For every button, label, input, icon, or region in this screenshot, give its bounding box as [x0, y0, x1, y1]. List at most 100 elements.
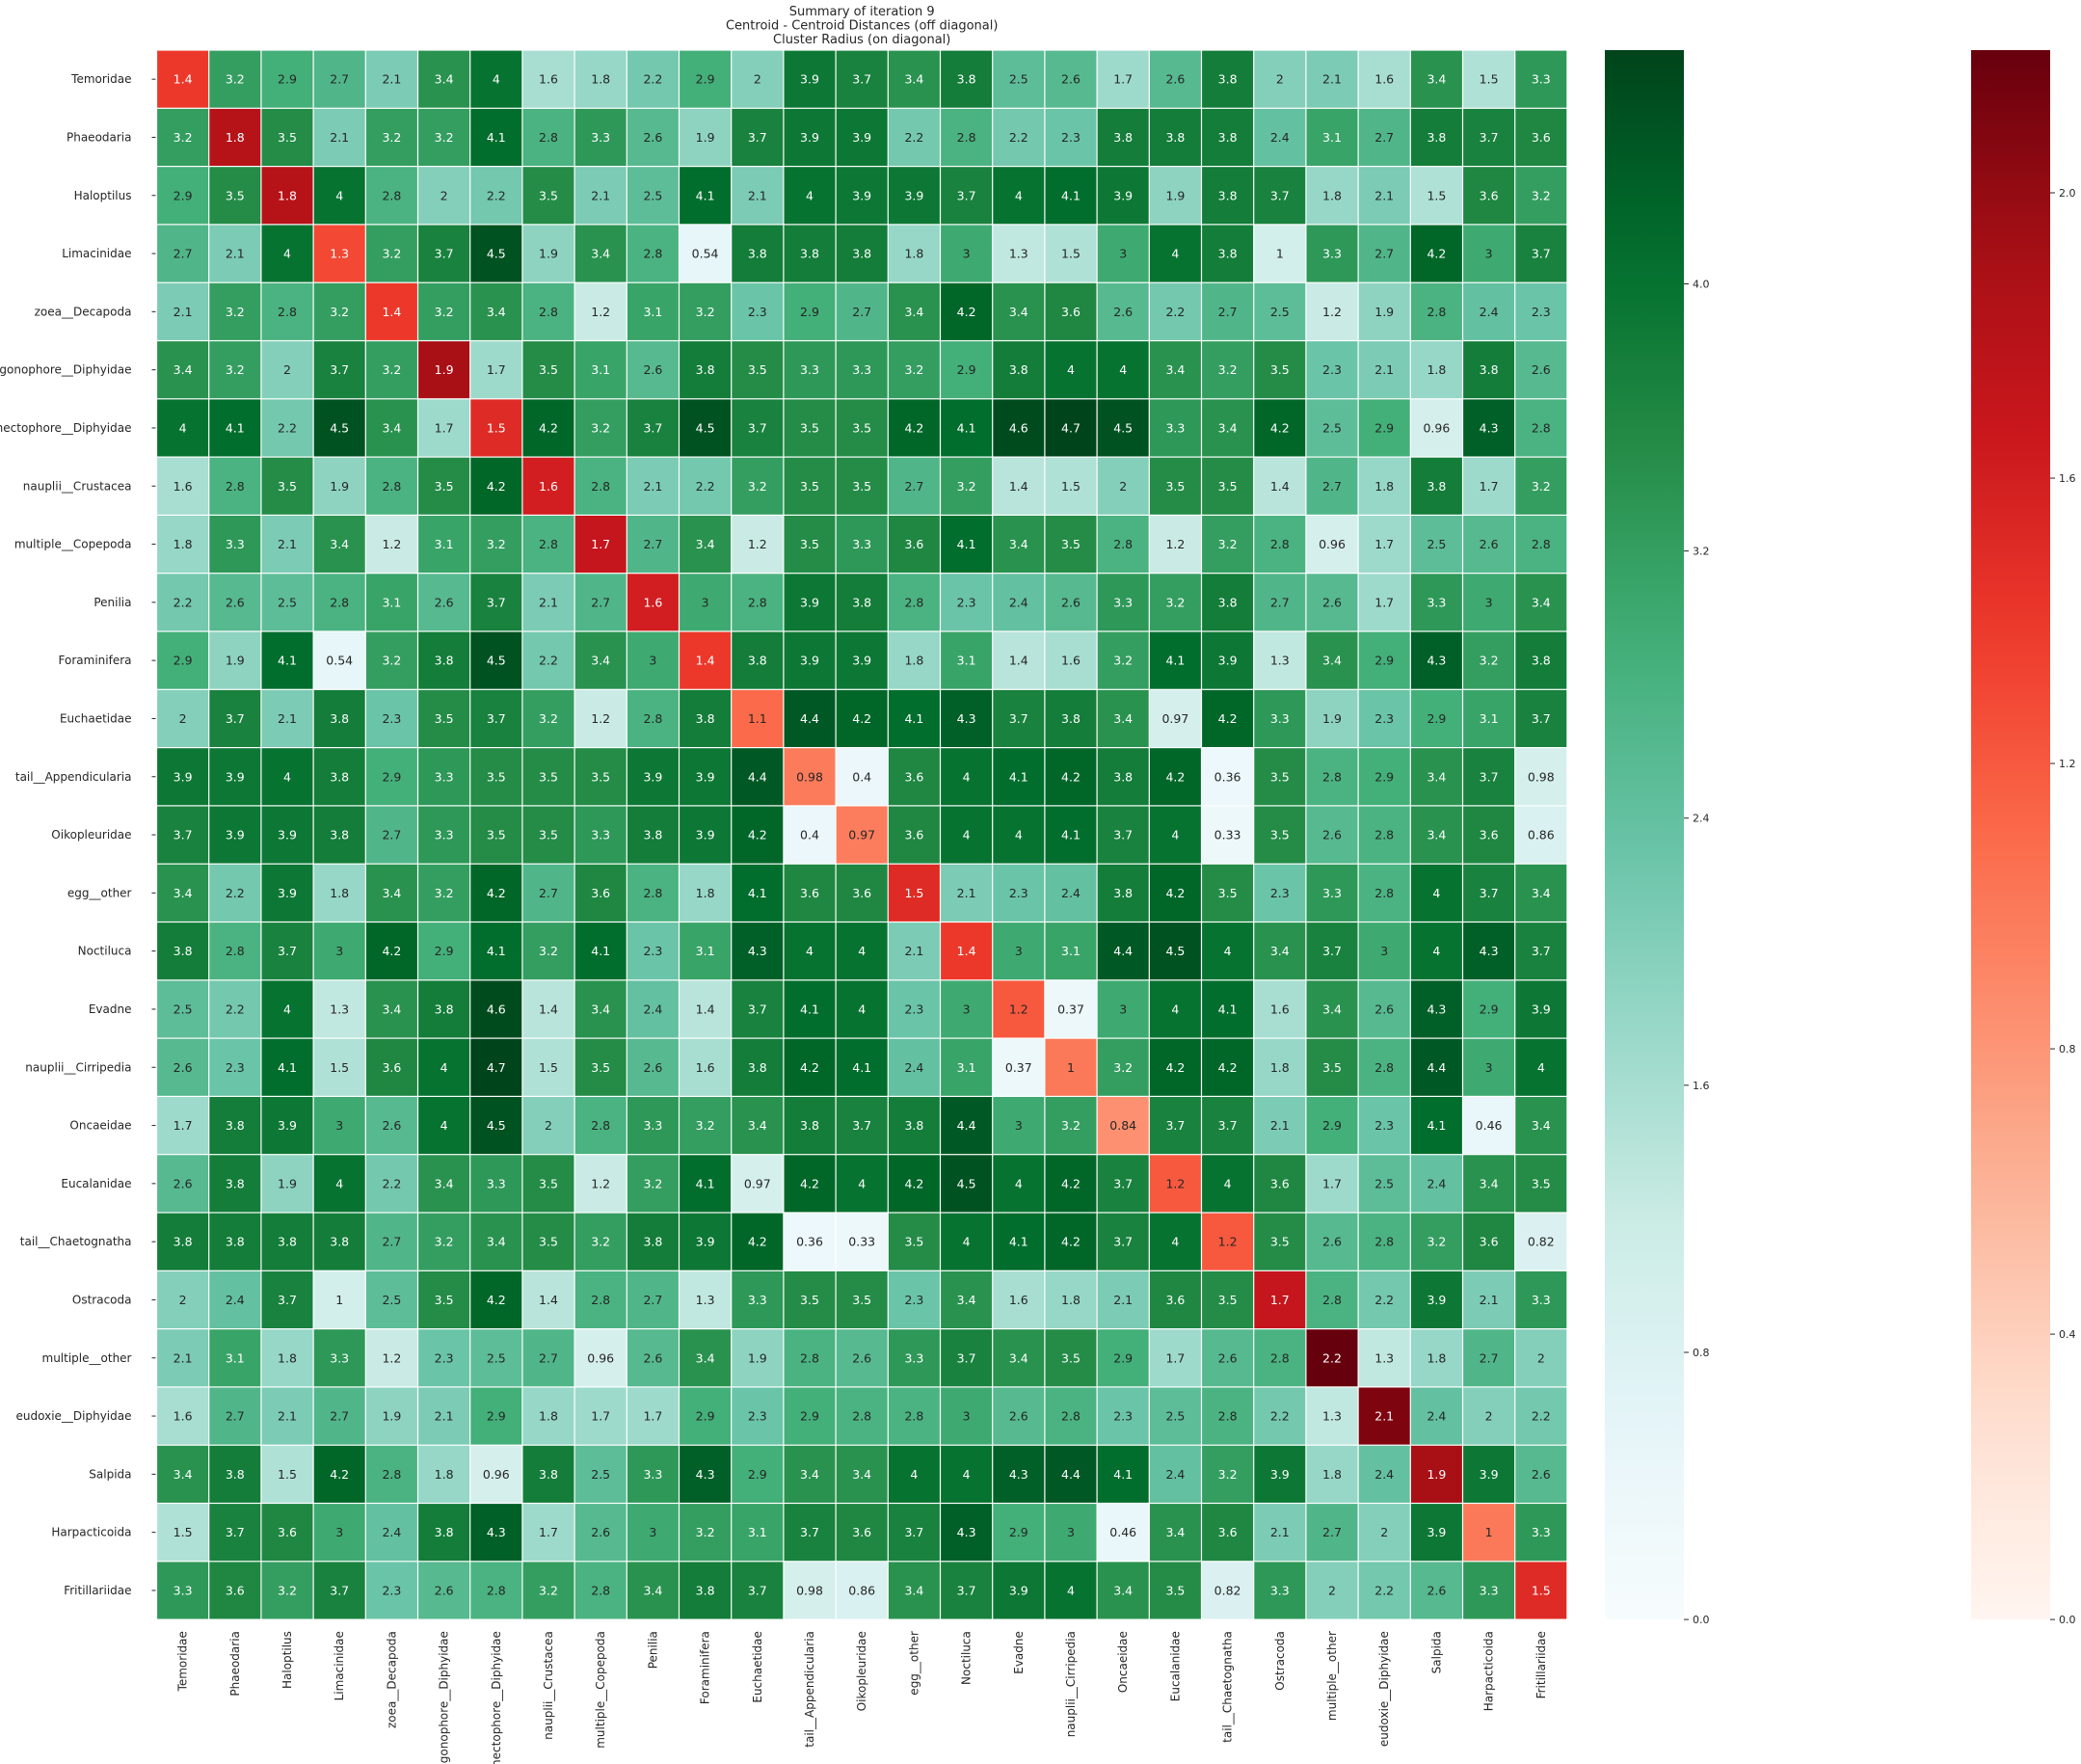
- cell-value-label: 3.8: [1218, 188, 1238, 202]
- distance-cell: [313, 167, 365, 225]
- distance-cell: [1358, 1155, 1410, 1213]
- distance-cell: [157, 167, 209, 225]
- distance-cell: [1097, 50, 1149, 108]
- distance-cell: [261, 225, 313, 282]
- cell-value-label: 3.3: [435, 769, 454, 784]
- distance-cell: [888, 282, 940, 340]
- cell-value-label: 3.4: [173, 886, 193, 900]
- cell-value-label: 4.1: [591, 944, 610, 958]
- cell-value-label: 2.1: [1113, 1293, 1133, 1307]
- distance-cell: [680, 1097, 732, 1155]
- distance-cell: [1254, 457, 1306, 515]
- cell-value-label: 3.7: [957, 1583, 976, 1597]
- cell-value-label: 3.1: [435, 537, 454, 551]
- distance-cell: [574, 1155, 627, 1213]
- cell-value-label: 2.2: [1532, 1409, 1551, 1424]
- cell-value-label: 3.2: [1061, 1118, 1081, 1133]
- cell-value-label: 2.3: [1374, 711, 1394, 726]
- colorbar-gradient: [1971, 50, 2050, 1620]
- distance-cell: [1202, 50, 1254, 108]
- cell-value-label: 3.4: [1532, 886, 1551, 900]
- title-line: Centroid - Centroid Distances (off diago…: [726, 19, 998, 34]
- cell-value-label: 4: [1067, 362, 1075, 377]
- distance-cell: [941, 574, 993, 631]
- radius-cell: [941, 922, 993, 980]
- distance-cell: [888, 1213, 940, 1270]
- cell-value-label: 4.5: [1113, 420, 1133, 435]
- cell-value-label: 3.3: [435, 828, 454, 842]
- cell-value-label: 1.3: [1009, 247, 1028, 261]
- cell-value-label: 1.2: [1165, 537, 1185, 551]
- distance-cell: [1306, 922, 1358, 980]
- distance-cell: [209, 1270, 261, 1328]
- cell-value-label: 0.96: [587, 1350, 614, 1365]
- cell-value-label: 2.8: [591, 1293, 610, 1307]
- distance-cell: [993, 167, 1045, 225]
- cell-value-label: 2.8: [226, 944, 245, 958]
- row-label: Harpacticoida: [51, 1526, 131, 1539]
- cell-value-label: 3: [1119, 1002, 1127, 1016]
- column-label: Fritillariidae: [1534, 1631, 1548, 1698]
- cell-value-label: 3.8: [226, 1118, 245, 1133]
- cell-value-label: 3: [963, 1002, 971, 1016]
- cell-value-label: 3.3: [748, 1293, 767, 1307]
- distance-cell: [836, 922, 888, 980]
- cell-value-label: 3.7: [435, 247, 454, 261]
- cell-value-label: 2.9: [1427, 711, 1446, 726]
- cell-value-label: 2.3: [382, 711, 401, 726]
- cell-value-label: 3.6: [1165, 1293, 1185, 1307]
- cell-value-label: 4.7: [487, 1060, 506, 1075]
- distance-cell: [157, 282, 209, 340]
- distance-cell: [784, 225, 836, 282]
- distance-cell: [470, 516, 522, 574]
- distance-cell: [261, 864, 313, 922]
- cell-value-label: 3.8: [330, 769, 349, 784]
- distance-cell: [522, 1038, 574, 1096]
- distance-cell: [209, 1213, 261, 1270]
- cell-value-label: 2.3: [435, 1350, 454, 1365]
- cell-value-label: 2.1: [748, 188, 767, 202]
- cell-value-label: 3.2: [435, 886, 454, 900]
- distance-cell: [627, 1213, 679, 1270]
- cell-value-label: 2.2: [1374, 1583, 1394, 1597]
- radius-cell: [157, 50, 209, 108]
- cell-value-label: 0.37: [1057, 1002, 1084, 1016]
- cell-value-label: 4.2: [800, 1176, 819, 1190]
- distance-cell: [627, 457, 679, 515]
- distance-cell: [1149, 341, 1201, 399]
- cell-value-label: 3.7: [1113, 1235, 1133, 1249]
- cell-value-label: 4: [806, 188, 814, 202]
- cell-value-label: 3.7: [1113, 828, 1133, 842]
- distance-cell: [313, 1329, 365, 1387]
- distance-cell: [1515, 689, 1567, 747]
- cell-value-label: 4.4: [1061, 1467, 1081, 1482]
- distance-cell: [418, 457, 470, 515]
- distance-cell: [1149, 922, 1201, 980]
- cell-value-label: 3.4: [487, 1235, 506, 1249]
- distance-cell: [1097, 1329, 1149, 1387]
- distance-cell: [1515, 108, 1567, 166]
- distance-cell: [1463, 574, 1515, 631]
- cell-value-label: 2.3: [748, 305, 767, 319]
- cell-value-label: 0.54: [692, 247, 719, 261]
- row-label: Limacinidae: [62, 247, 131, 260]
- cell-value-label: 3.2: [748, 479, 767, 494]
- distance-cell: [313, 1445, 365, 1503]
- distance-cell: [1045, 50, 1097, 108]
- distance-cell: [1149, 1038, 1201, 1096]
- distance-cell: [209, 399, 261, 457]
- cell-value-label: 3.4: [1113, 711, 1133, 726]
- cell-value-label: 4: [806, 944, 814, 958]
- cell-value-label: 1.8: [539, 1409, 558, 1424]
- distance-cell: [836, 457, 888, 515]
- distance-cell: [732, 1329, 784, 1387]
- cell-value-label: 1.7: [1322, 1176, 1342, 1190]
- cell-value-label: 4.3: [1427, 1002, 1446, 1016]
- cell-value-label: 2.3: [904, 1002, 923, 1016]
- cell-value-label: 4.1: [800, 1002, 819, 1016]
- cell-value-label: 3.4: [435, 72, 454, 87]
- distance-cell: [574, 108, 627, 166]
- distance-cell: [209, 1445, 261, 1503]
- distance-cell: [470, 225, 522, 282]
- cell-value-label: 2.6: [1532, 362, 1551, 377]
